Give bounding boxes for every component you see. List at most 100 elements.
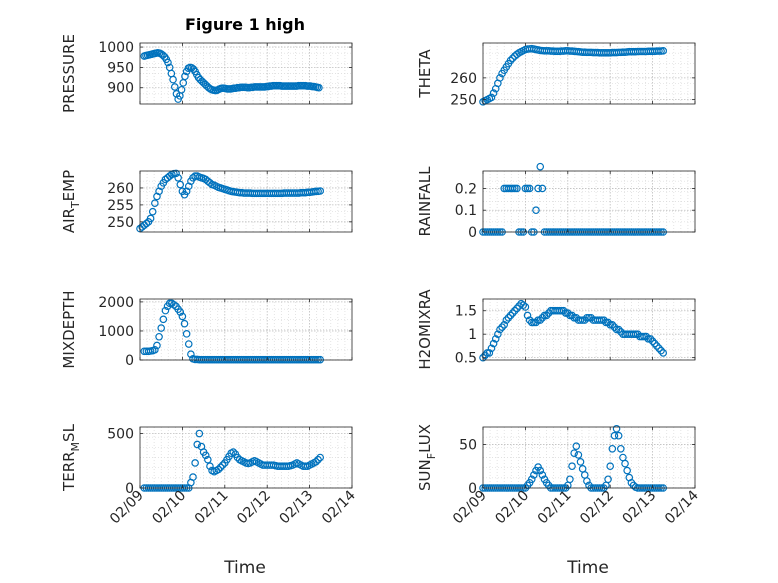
data-point <box>597 316 606 324</box>
y-tick-label: 260 <box>107 181 134 197</box>
data-point <box>204 455 212 464</box>
data-point <box>523 311 532 320</box>
data-point <box>164 58 172 67</box>
data-point <box>527 318 536 327</box>
data-point <box>538 184 547 193</box>
data-point <box>655 47 663 55</box>
data-point <box>523 184 532 193</box>
y-tick-label: 1.5 <box>455 304 477 320</box>
data-point <box>521 184 530 193</box>
data-point <box>650 339 659 348</box>
data-point <box>623 466 631 475</box>
y-tick-label: 0 <box>468 225 477 241</box>
data-point <box>616 328 625 336</box>
subplot-5: 0 1000 2000 MIXDEPTH <box>60 290 353 369</box>
data-point <box>496 74 504 82</box>
y-axis-label: AIRTEMP <box>60 170 82 233</box>
axes-box <box>139 42 353 105</box>
data-point <box>580 316 589 324</box>
data-point <box>587 313 595 322</box>
data-point <box>536 316 545 324</box>
data-point <box>491 335 500 343</box>
data-point <box>177 85 186 94</box>
data-point <box>181 72 189 81</box>
data-point <box>496 325 504 334</box>
y-tick-label: 0.5 <box>455 351 477 367</box>
data-point <box>536 466 545 475</box>
data-point <box>578 316 587 324</box>
y-tick-label: 1000 <box>98 40 134 56</box>
y-axis-label: THETA <box>416 49 434 99</box>
data-point <box>189 473 197 481</box>
figure-title: Figure 1 high <box>185 15 305 34</box>
data-point <box>610 431 619 440</box>
data-point <box>566 475 574 484</box>
data-point <box>187 350 195 358</box>
data-point <box>610 323 619 331</box>
data-point <box>604 318 612 327</box>
axes-box <box>482 170 696 233</box>
data-point <box>148 207 157 216</box>
data-point <box>498 323 506 331</box>
data-point <box>595 316 604 324</box>
data-point <box>314 455 322 464</box>
data-point <box>646 335 655 343</box>
y-tick-label: 1000 <box>98 324 134 340</box>
data-point <box>640 332 648 341</box>
data-point <box>513 304 521 313</box>
data-point <box>487 344 496 353</box>
data-point <box>583 313 591 322</box>
data-point <box>180 319 189 328</box>
data-series <box>479 299 668 362</box>
minor-grid <box>483 43 695 104</box>
data-point <box>563 309 572 317</box>
data-point <box>527 475 536 484</box>
data-point <box>653 342 661 350</box>
data-point <box>659 47 668 55</box>
minor-grid <box>483 171 695 232</box>
data-point <box>576 316 585 324</box>
data-point <box>606 321 615 329</box>
data-point <box>487 93 496 102</box>
data-point <box>648 337 657 346</box>
data-point <box>629 330 638 338</box>
major-grid <box>140 171 352 232</box>
data-point <box>206 179 214 187</box>
data-point <box>532 206 540 215</box>
y-tick-label: 250 <box>450 93 477 109</box>
subplot-4: 0 0.1 0.2 RAINFALL <box>416 162 696 241</box>
subplot-2: 250 260 THETA <box>416 42 696 109</box>
data-point <box>521 303 530 311</box>
data-point <box>312 458 320 466</box>
subplot-1: 900 950 1000 PRESSURE <box>60 34 353 113</box>
data-point <box>481 351 489 360</box>
data-point <box>568 462 576 471</box>
data-series <box>136 169 325 233</box>
y-axis-label: H2OMIXRA <box>416 289 434 370</box>
minor-grid <box>140 299 352 360</box>
data-point <box>172 169 180 178</box>
data-point <box>216 463 225 472</box>
y-tick-label: 50 <box>459 437 477 453</box>
data-point <box>574 451 583 459</box>
data-point <box>161 306 170 315</box>
data-point <box>576 458 585 466</box>
data-point <box>195 429 204 438</box>
x-axis-label-left: Time <box>223 558 266 578</box>
data-point <box>542 311 551 320</box>
data-point <box>508 184 517 193</box>
data-point <box>214 465 223 474</box>
data-point <box>184 340 193 348</box>
data-point <box>165 172 174 180</box>
data-point <box>201 451 210 460</box>
y-tick-label: 0.2 <box>455 181 477 197</box>
data-point <box>159 315 168 324</box>
data-point <box>174 173 182 182</box>
data-point <box>155 332 163 341</box>
minor-grid <box>483 427 695 488</box>
data-point <box>614 431 623 440</box>
y-tick-label: 250 <box>107 215 134 231</box>
data-point <box>659 349 668 357</box>
subplot-6: 0.5 1 1.5 H2OMIXRA <box>416 289 696 370</box>
